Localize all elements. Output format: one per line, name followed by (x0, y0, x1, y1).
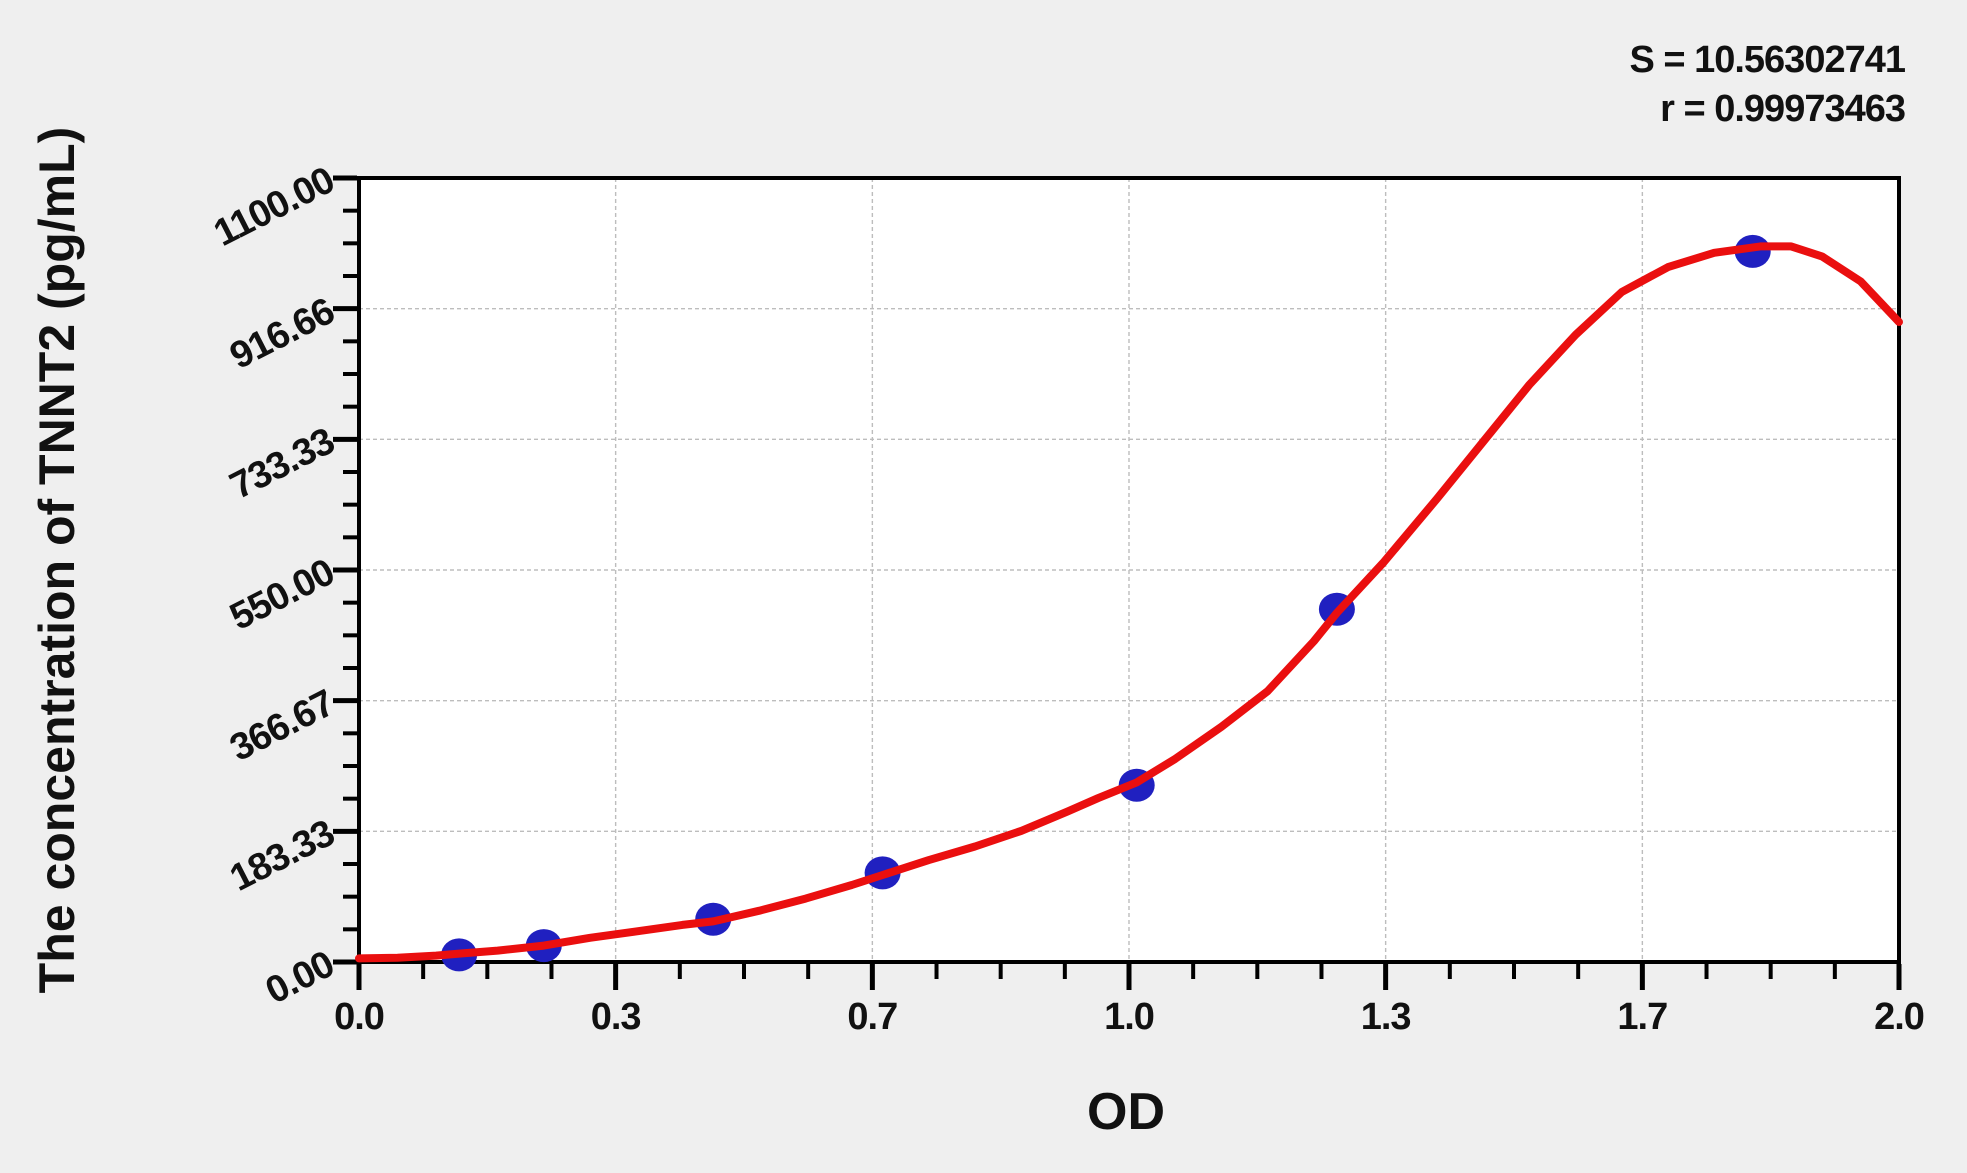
x-tick-label: 0.3 (590, 996, 642, 1038)
x-tick-label: 1.0 (1104, 996, 1155, 1038)
y-axis-title: The concentration of TNNT2 (pg/mL) (29, 126, 85, 994)
fit-statistics: S = 10.56302741 r = 0.99973463 (1629, 36, 1906, 134)
x-tick-label: 0.7 (847, 996, 898, 1038)
fitted-curve (355, 242, 1903, 963)
x-axis-title: OD (1087, 1083, 1165, 1141)
x-tick-label: 0.0 (334, 996, 385, 1038)
x-tick-label: 1.7 (1617, 996, 1668, 1038)
r-value-label: r = 0.99973463 (1660, 88, 1906, 130)
plot-border (357, 176, 1901, 964)
s-value-label: S = 10.56302741 (1629, 39, 1906, 81)
x-tick-label: 2.0 (1874, 996, 1925, 1038)
x-tick-label: 1.3 (1360, 996, 1412, 1038)
